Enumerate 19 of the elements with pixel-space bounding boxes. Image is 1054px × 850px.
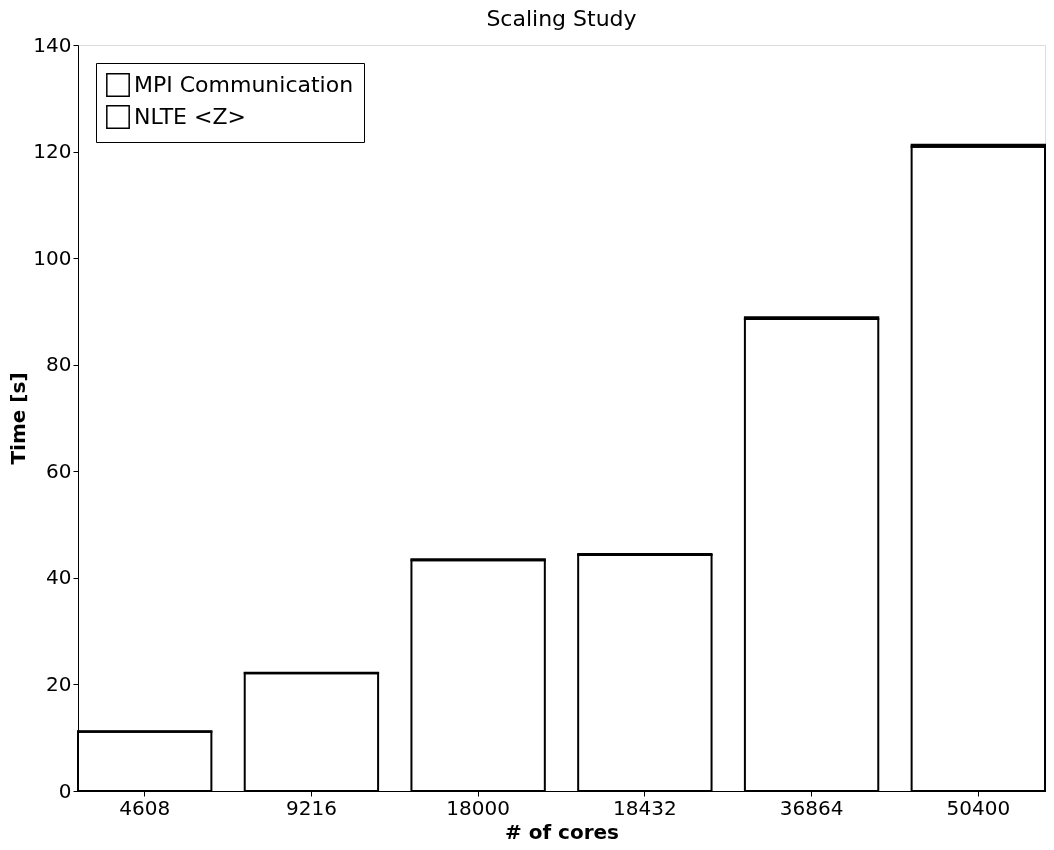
y-tick-label: 140 <box>33 32 72 57</box>
y-axis-title: Time [s] <box>6 372 31 465</box>
x-tick-label: 18000 <box>446 795 510 820</box>
y-tick-label: 40 <box>46 565 72 590</box>
y-tick-label: 0 <box>58 778 72 803</box>
legend-label: NLTE <Z> <box>134 104 246 129</box>
x-tick-label: 9216 <box>285 795 337 820</box>
legend-label: MPI Communication <box>134 72 354 97</box>
chart-title: Scaling Study <box>486 6 637 31</box>
y-tick-label: 80 <box>46 352 72 377</box>
y-tick-label: 100 <box>33 245 72 270</box>
x-tick-label: 4608 <box>119 795 171 820</box>
x-axis-title: # of cores <box>504 819 620 844</box>
x-tick-label: 18432 <box>613 795 677 820</box>
y-tick-label: 20 <box>46 671 72 696</box>
y-tick-label: 120 <box>33 139 72 164</box>
y-tick-label: 60 <box>46 458 72 483</box>
x-tick-label: 50400 <box>946 795 1011 820</box>
x-tick-label: 36864 <box>779 795 844 820</box>
